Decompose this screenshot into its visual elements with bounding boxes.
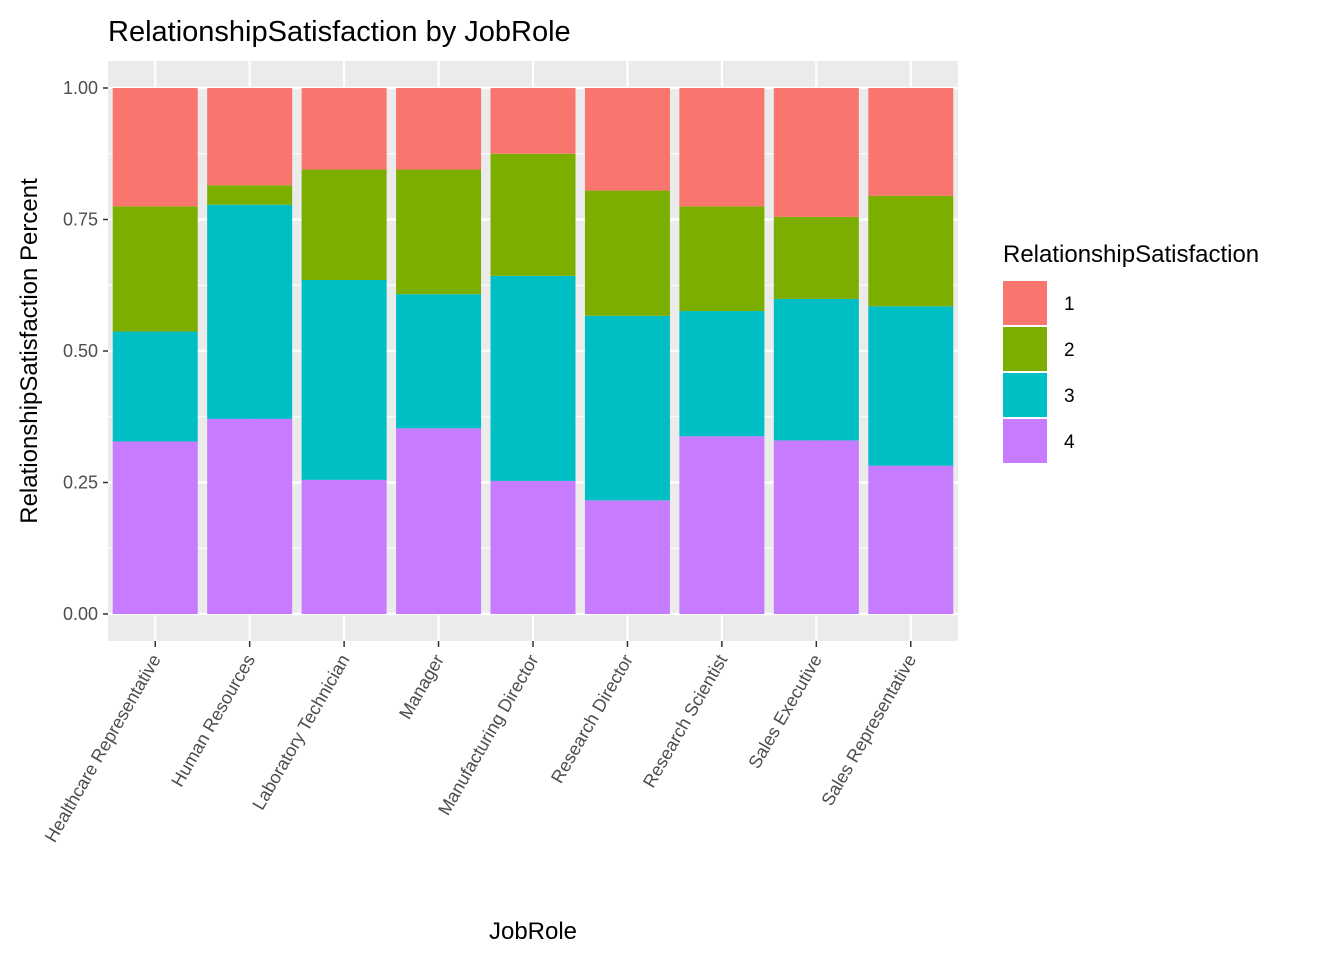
bar-segment xyxy=(207,88,293,186)
bar-segment xyxy=(207,185,293,205)
bar-segment xyxy=(301,479,387,614)
bar-segment xyxy=(868,88,954,196)
legend-title: RelationshipSatisfaction xyxy=(1003,241,1259,268)
legend-key xyxy=(1003,281,1047,325)
x-tick-label: Healthcare Representative xyxy=(41,651,165,846)
x-tick-label: Sales Executive xyxy=(744,651,825,772)
y-tick-label: 0.50 xyxy=(63,341,98,361)
bar-segment xyxy=(584,500,670,614)
bar-segment xyxy=(679,436,765,614)
bar-segment xyxy=(396,88,482,170)
bar-segment xyxy=(868,465,954,614)
bar-segment xyxy=(301,279,387,480)
y-axis: 0.00 0.25 0.50 0.75 1.00 xyxy=(63,78,108,624)
bars xyxy=(112,88,954,614)
chart-title: RelationshipSatisfaction by JobRole xyxy=(108,16,571,48)
x-tick-label: Research Director xyxy=(547,651,637,787)
bar-segment xyxy=(396,294,482,429)
y-axis-title: RelationshipSatisfaction Percent xyxy=(16,178,43,524)
bar-segment xyxy=(773,440,859,614)
bar-segment xyxy=(490,480,576,614)
bar-segment xyxy=(207,418,293,614)
y-tick-label: 0.75 xyxy=(63,210,98,230)
bar-segment xyxy=(773,88,859,217)
legend-label: 3 xyxy=(1064,386,1075,407)
bar-segment xyxy=(207,204,293,419)
legend-label: 4 xyxy=(1064,432,1075,453)
x-tick-label: Human Resources xyxy=(167,651,259,790)
y-tick-label: 1.00 xyxy=(63,78,98,98)
legend-label: 2 xyxy=(1064,340,1075,361)
bar-segment xyxy=(868,195,954,307)
bar-segment xyxy=(396,428,482,614)
y-tick-label: 0.00 xyxy=(63,604,98,624)
bar-segment xyxy=(301,88,387,170)
legend-key xyxy=(1003,373,1047,417)
bar-segment xyxy=(868,306,954,466)
x-axis: Healthcare Representative Human Resources… xyxy=(41,641,920,846)
y-tick-label: 0.25 xyxy=(63,473,98,493)
bar-segment xyxy=(679,206,765,312)
bar-segment xyxy=(396,169,482,295)
legend: RelationshipSatisfaction 1 2 3 4 xyxy=(1003,241,1259,463)
x-tick-label: Manager xyxy=(395,651,448,723)
bar-segment xyxy=(490,275,576,481)
x-tick-label: Laboratory Technician xyxy=(248,651,353,813)
bar-segment xyxy=(112,331,198,442)
legend-key xyxy=(1003,419,1047,463)
bar-segment xyxy=(773,216,859,299)
x-tick-label: Research Scientist xyxy=(639,651,731,791)
bar-segment xyxy=(112,441,198,614)
bar-segment xyxy=(584,190,670,316)
legend-key xyxy=(1003,327,1047,371)
bar-segment xyxy=(112,206,198,332)
bar-segment xyxy=(584,88,670,191)
x-axis-title: JobRole xyxy=(489,918,577,945)
bar-segment xyxy=(112,88,198,207)
x-tick-label: Manufacturing Director xyxy=(434,651,542,819)
bar-segment xyxy=(490,153,576,276)
bar-segment xyxy=(679,88,765,207)
x-tick-label: Sales Representative xyxy=(817,651,920,809)
bar-segment xyxy=(584,315,670,501)
bar-segment xyxy=(490,88,576,154)
bar-segment xyxy=(679,311,765,437)
bar-segment xyxy=(773,298,859,441)
legend-label: 1 xyxy=(1064,294,1075,315)
bar-segment xyxy=(301,169,387,280)
